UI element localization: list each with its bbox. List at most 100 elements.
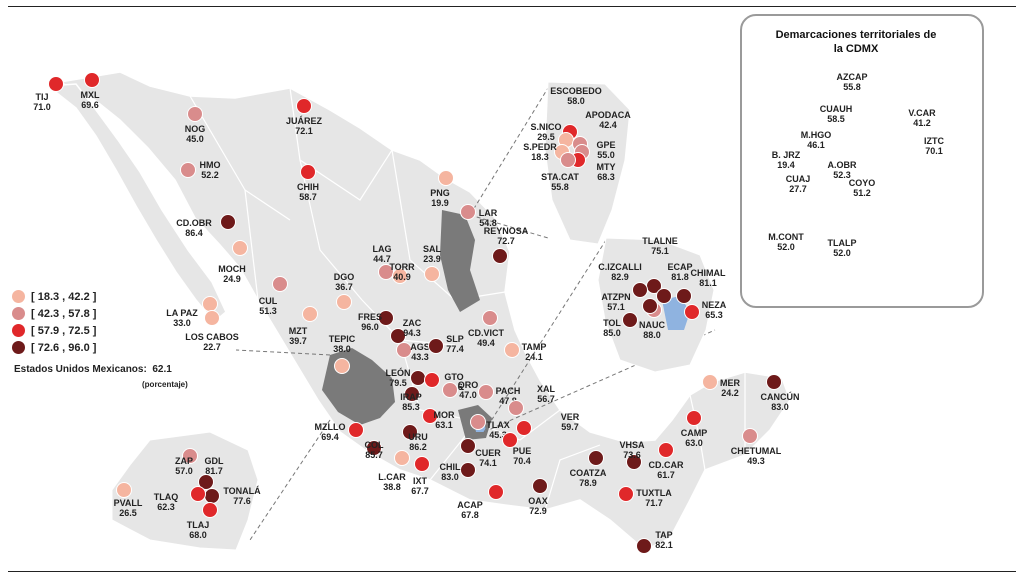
place-value: 71.0 <box>33 102 51 112</box>
unit-note: (porcentaje) <box>142 380 188 389</box>
city-label-png: PNG 19.9 <box>430 188 450 208</box>
city-label-qro: QRO 47.0 <box>458 380 479 400</box>
place-name: IZTC <box>924 136 944 146</box>
edomex-label-neza: NEZA 65.3 <box>702 300 727 320</box>
place-name: TEPIC <box>328 334 356 344</box>
place-value: 26.5 <box>119 508 137 518</box>
place-value: 82.1 <box>655 540 673 550</box>
city-label-sal: SAL 23.9 <box>423 244 441 264</box>
mty-label-escobedo: ESCOBEDO 58.0 <box>550 86 602 106</box>
place-value: 71.7 <box>645 498 663 508</box>
city-marker-tamp <box>504 342 520 358</box>
city-label-col: COL 85.7 <box>365 440 384 460</box>
city-label-slp: SLP 77.4 <box>446 334 464 354</box>
place-value: 73.6 <box>623 450 641 460</box>
legend-swatch <box>12 324 25 337</box>
edomex-marker-nauc <box>642 298 658 314</box>
place-value: 18.3 <box>531 152 549 162</box>
city-marker-nog <box>187 106 203 122</box>
cdmx-label-coyo: COYO 51.2 <box>849 178 876 198</box>
city-label-vhsa: VHSA 73.6 <box>619 440 644 460</box>
place-name: PVALL <box>113 498 143 508</box>
place-name: NEZA <box>701 300 727 310</box>
city-label-ver: VER 59.7 <box>561 412 580 432</box>
place-name: TAP <box>655 530 673 540</box>
city-marker-chih <box>300 164 316 180</box>
legend-item: [ 57.9 , 72.5 ] <box>12 322 96 339</box>
city-label-zac: ZAC 94.3 <box>403 318 422 338</box>
place-value: 47.8 <box>499 396 517 406</box>
baja-peninsula <box>46 83 227 324</box>
place-value: 38.0 <box>333 344 351 354</box>
figure-frame <box>8 6 1016 572</box>
place-name: S.PEDR <box>523 142 557 152</box>
city-label-tap: TAP 82.1 <box>655 530 673 550</box>
place-name: ZAP <box>175 456 193 466</box>
city-marker-coatza <box>588 450 604 466</box>
place-name: XOCH <box>890 208 918 218</box>
place-value: 69.6 <box>81 100 99 110</box>
city-marker-torr <box>392 268 408 284</box>
place-name: CUAJ <box>785 174 811 184</box>
place-name: CHIL <box>439 462 461 472</box>
city-marker-ags <box>396 342 412 358</box>
place-name: STA.CAT <box>541 172 579 182</box>
place-name: TLAX <box>486 420 510 430</box>
place-value: 70.1 <box>925 146 943 156</box>
legend-label: [ 57.9 , 72.5 ] <box>31 324 97 337</box>
place-value: 70.4 <box>513 456 531 466</box>
place-value: 63.0 <box>685 438 703 448</box>
place-name: V.CAR <box>908 108 936 118</box>
place-name: TIJ <box>35 92 49 102</box>
gdl-label-pvall: PVALL 26.5 <box>114 498 143 518</box>
cdmx-label-a-obr: A.OBR 52.3 <box>828 160 857 180</box>
place-name: CD.VICT <box>468 328 504 338</box>
legend-swatch <box>12 341 25 354</box>
city-marker-pach <box>478 384 494 400</box>
place-value: 44.7 <box>373 254 391 264</box>
city-label-irap: IRAP 85.3 <box>400 392 422 412</box>
place-name: CD.OBR <box>176 218 212 228</box>
city-label-cd-obr: CD.OBR 86.4 <box>176 218 212 238</box>
edomex-label-c-izcalli: C.IZCALLI 82.9 <box>598 262 642 282</box>
city-label-ixt: IXT 67.7 <box>411 476 429 496</box>
place-name: PACH <box>495 386 521 396</box>
place-value: 54.8 <box>479 218 497 228</box>
city-label-tepic: TEPIC 38.0 <box>329 334 356 354</box>
city-label-lag: LAG 44.7 <box>373 244 392 264</box>
place-value: 72.7 <box>497 236 515 246</box>
place-name: COL <box>364 440 384 450</box>
legend-label: [ 42.3 , 57.8 ] <box>31 307 97 320</box>
place-name: GAM <box>885 104 907 114</box>
place-name: B. JRZ <box>771 150 801 160</box>
edomex-marker-c-izcalli <box>632 282 648 298</box>
place-value: 86.4 <box>185 228 203 238</box>
city-label-l-car: L.CAR 38.8 <box>378 472 406 492</box>
city-marker-chetumal <box>742 428 758 444</box>
city-marker-slp <box>428 338 444 354</box>
place-value: 81.1 <box>699 278 717 288</box>
city-marker-gto <box>424 372 440 388</box>
legend-label: [ 72.6 , 96.0 ] <box>31 341 97 354</box>
place-value: 40.9 <box>393 272 411 282</box>
place-value: 85.0 <box>603 328 621 338</box>
inset-connectors <box>235 87 716 541</box>
place-name: IXT <box>412 476 427 486</box>
place-value: 73.9 <box>939 198 957 208</box>
place-name: GPE <box>596 140 616 150</box>
monterrey-inset-shape <box>544 81 631 245</box>
city-label-mer: MER 24.2 <box>720 378 740 398</box>
city-marker-qro <box>442 382 458 398</box>
city-marker-tepic <box>334 358 350 374</box>
cdmx-label-cuaj: CUAJ 27.7 <box>786 174 811 194</box>
city-marker-cd-obr <box>220 214 236 230</box>
edomex-label-nauc: NAUC 88.0 <box>639 320 665 340</box>
place-name: NOG <box>184 124 206 134</box>
place-name: VHSA <box>619 440 645 450</box>
place-name: M.HGO <box>800 130 832 140</box>
city-label-xal: XAL 56.7 <box>537 384 555 404</box>
place-value: 38.8 <box>383 482 401 492</box>
place-value: 52.2 <box>201 170 219 180</box>
place-name: ZAC <box>402 318 422 328</box>
city-label-mzt: MZT 39.7 <box>289 326 308 346</box>
